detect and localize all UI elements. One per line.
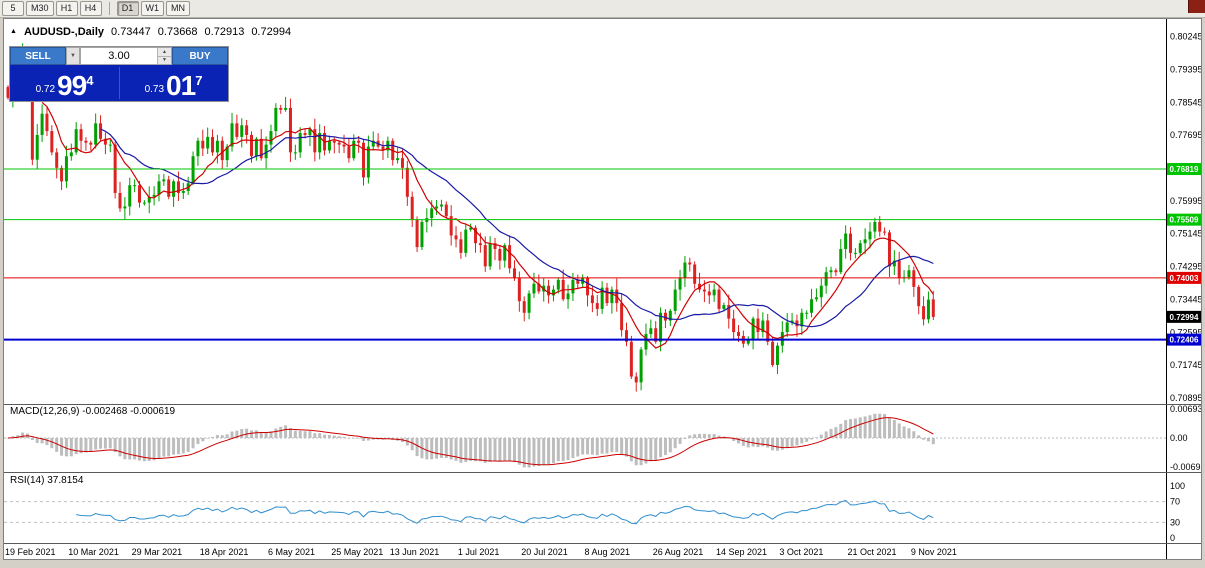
chart-window: 0.802450.793950.785450.776950.768450.759… [3,18,1202,560]
macd-axis: 0.006936 0.00 -0.006936 [1170,404,1201,472]
svg-text:0.74295: 0.74295 [1170,262,1201,272]
sell-price-big: 99 [57,70,87,101]
ohlc-high: 0.73668 [157,26,198,38]
chart-canvas[interactable]: 0.802450.793950.785450.776950.768450.759… [4,19,1201,559]
svg-text:0.72595: 0.72595 [1170,327,1201,337]
timeframe-button-5[interactable]: 5 [2,1,24,16]
sell-button[interactable]: SELL [10,47,66,65]
svg-text:0.77695: 0.77695 [1170,130,1201,140]
svg-text:30: 30 [1170,517,1180,527]
buy-button[interactable]: BUY [172,47,228,65]
macd-signal-line [7,417,934,466]
buy-price-display[interactable]: 0.73 01 7 [119,65,228,101]
volume-value[interactable]: 3.00 [108,50,130,62]
rsi-pane [4,499,1166,525]
svg-text:9 Nov 2021: 9 Nov 2021 [911,547,957,557]
price-badge-0.76819: 0.76819 [1167,163,1201,176]
macd-pane [4,413,1166,468]
svg-text:100: 100 [1170,481,1185,491]
price-badge-0.72406: 0.72406 [1167,333,1201,346]
svg-text:0.75509: 0.75509 [1170,216,1199,225]
symbol-name: AUDUSD-,Daily [23,26,105,38]
svg-text:-0.006936: -0.006936 [1170,462,1201,472]
svg-text:0.75145: 0.75145 [1170,229,1201,239]
volume-up-icon[interactable]: ▲ [158,48,171,57]
svg-text:29 Mar 2021: 29 Mar 2021 [132,547,183,557]
rsi-indicator-label: RSI(14) 37.8154 [10,475,84,486]
svg-text:1 Jul 2021: 1 Jul 2021 [458,547,500,557]
svg-text:25 May 2021: 25 May 2021 [331,547,383,557]
svg-text:0: 0 [1170,533,1175,543]
svg-text:0.72994: 0.72994 [1170,313,1199,322]
collapse-triangle-icon[interactable]: ▲ [10,28,17,35]
timeframe-button-w1[interactable]: W1 [140,1,165,16]
price-divider [119,67,120,99]
price-quote-area: 0.72 99 4 0.73 01 7 [10,65,228,101]
svg-text:0.78545: 0.78545 [1170,97,1201,107]
svg-text:0.72406: 0.72406 [1170,336,1199,345]
svg-text:0.71745: 0.71745 [1170,360,1201,370]
buy-price-big: 01 [166,70,196,101]
chart-symbol-header: ▲ AUDUSD-,Daily 0.73447 0.73668 0.72913 … [10,26,291,38]
svg-text:0.006936: 0.006936 [1170,404,1201,414]
rsi-line [76,499,934,525]
timeframe-button-h1[interactable]: H1 [55,1,78,16]
svg-text:6 May 2021: 6 May 2021 [268,547,315,557]
svg-text:10 Mar 2021: 10 Mar 2021 [68,547,119,557]
sell-price-pip: 4 [86,73,94,88]
price-axis: 0.802450.793950.785450.776950.768450.759… [1166,19,1201,559]
svg-text:0.79395: 0.79395 [1170,64,1201,74]
svg-text:3 Oct 2021: 3 Oct 2021 [779,547,823,557]
timeframe-button-mn[interactable]: MN [166,1,191,16]
bid-price-badge: 0.72994 [1167,310,1201,323]
svg-text:8 Aug 2021: 8 Aug 2021 [585,547,631,557]
price-badge-0.74003: 0.74003 [1167,271,1201,284]
svg-text:0.00: 0.00 [1170,433,1188,443]
volume-field[interactable]: 3.00 ▲ ▼ [80,47,172,65]
ma-line-8 [41,101,934,349]
sell-price-display[interactable]: 0.72 99 4 [10,65,119,101]
svg-text:0.74003: 0.74003 [1170,274,1199,283]
x-axis-labels: 19 Feb 2021 10 Mar 2021 29 Mar 2021 18 Apr … [5,547,957,557]
svg-text:0.70895: 0.70895 [1170,393,1201,403]
window-control-fragment[interactable] [1188,0,1205,13]
svg-text:20 Jul 2021: 20 Jul 2021 [521,547,568,557]
rsi-axis: 100 70 30 0 [1170,481,1185,543]
one-click-trade-panel: SELL ▼ 3.00 ▲ ▼ BUY 0.72 99 4 [9,46,229,102]
buy-price-pip: 7 [195,73,203,88]
svg-text:0.76819: 0.76819 [1170,165,1199,174]
svg-text:13 Jun 2021: 13 Jun 2021 [390,547,440,557]
timeframe-button-h4[interactable]: H4 [79,1,102,16]
price-badge-0.75509: 0.75509 [1167,213,1201,226]
timeframe-button-m30[interactable]: M30 [26,1,54,16]
svg-text:18 Apr 2021: 18 Apr 2021 [200,547,249,557]
svg-text:0.80245: 0.80245 [1170,32,1201,42]
ohlc-low: 0.72913 [204,26,245,38]
svg-text:0.75995: 0.75995 [1170,196,1201,206]
ohlc-close: 0.72994 [251,26,292,38]
sell-price-prefix: 0.72 [35,84,56,95]
svg-text:70: 70 [1170,497,1180,507]
ohlc-open: 0.73447 [111,26,151,38]
buy-price-prefix: 0.73 [144,84,165,95]
svg-text:19 Feb 2021: 19 Feb 2021 [5,547,56,557]
macd-indicator-label: MACD(12,26,9) -0.002468 -0.000619 [10,406,176,417]
svg-text:26 Aug 2021: 26 Aug 2021 [653,547,704,557]
timeframe-button-d1[interactable]: D1 [116,1,139,16]
svg-text:21 Oct 2021: 21 Oct 2021 [848,547,897,557]
svg-text:14 Sep 2021: 14 Sep 2021 [716,547,767,557]
volume-down-icon[interactable]: ▼ [158,56,171,64]
ma-line-20 [100,128,934,328]
svg-text:0.73445: 0.73445 [1170,294,1201,304]
horizontal-lines [4,168,1166,341]
volume-dropdown-icon[interactable]: ▼ [66,47,80,65]
volume-spinner: ▲ ▼ [157,48,171,64]
timeframe-toolbar: 5 M30 H1 H4 D1 W1 MN [0,0,1205,18]
toolbar-separator [108,2,110,15]
